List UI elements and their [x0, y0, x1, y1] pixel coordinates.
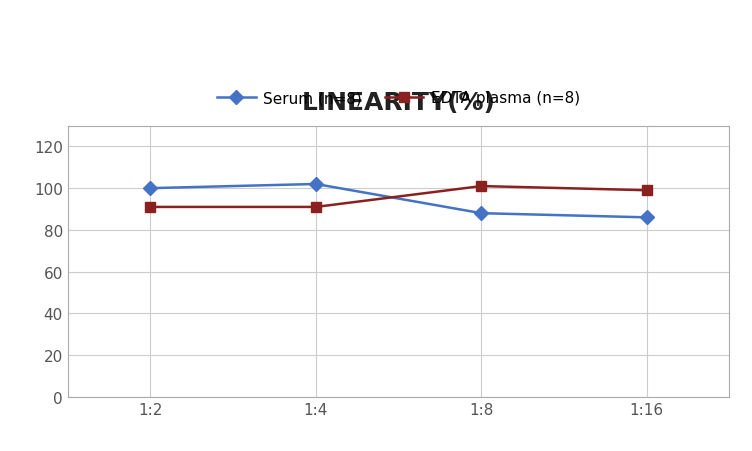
EDTA plasma (n=8) [642, 188, 651, 193]
EDTA plasma (n=8) [146, 205, 155, 210]
Serum (n=8) [146, 186, 155, 191]
Line: Serum (n=8): Serum (n=8) [146, 179, 651, 223]
EDTA plasma (n=8) [311, 205, 320, 210]
Title: LINEARITY(%): LINEARITY(%) [302, 91, 496, 115]
Serum (n=8) [642, 215, 651, 221]
Serum (n=8) [477, 211, 486, 216]
Line: EDTA plasma (n=8): EDTA plasma (n=8) [146, 182, 651, 212]
Legend: Serum (n=8), EDTA plasma (n=8): Serum (n=8), EDTA plasma (n=8) [211, 85, 586, 112]
Serum (n=8) [311, 182, 320, 187]
EDTA plasma (n=8) [477, 184, 486, 189]
